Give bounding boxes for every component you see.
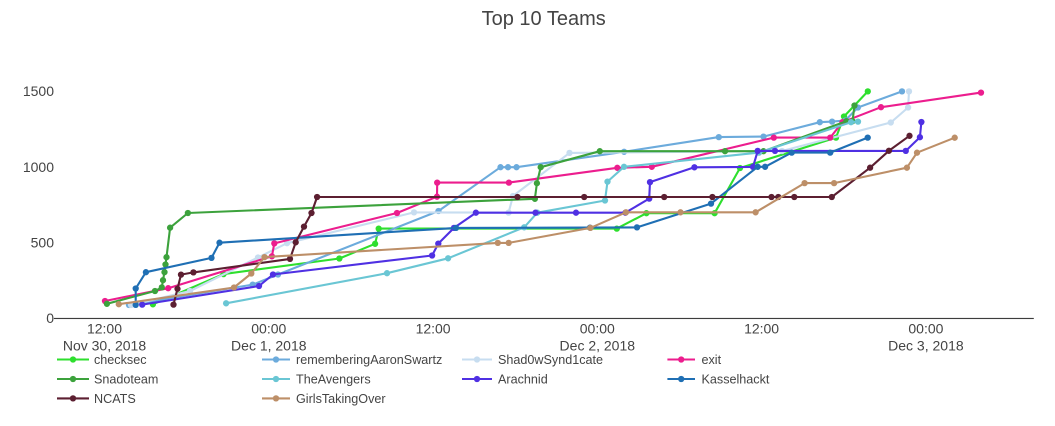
svg-text:Dec 1, 2018: Dec 1, 2018: [231, 337, 307, 353]
svg-text:Snadoteam: Snadoteam: [94, 373, 158, 387]
svg-text:Nov 30, 2018: Nov 30, 2018: [63, 337, 146, 353]
svg-text:12:00: 12:00: [744, 321, 779, 337]
svg-text:Shad0wSynd1cate: Shad0wSynd1cate: [498, 353, 603, 367]
svg-text:TheAvengers: TheAvengers: [296, 373, 371, 387]
svg-text:12:00: 12:00: [87, 321, 122, 337]
svg-text:500: 500: [31, 235, 55, 251]
svg-text:Top 10 Teams: Top 10 Teams: [482, 8, 606, 30]
svg-text:GirlsTakingOver: GirlsTakingOver: [296, 392, 386, 406]
svg-text:00:00: 00:00: [580, 321, 615, 337]
svg-text:Dec 2, 2018: Dec 2, 2018: [560, 337, 636, 353]
svg-text:Arachnid: Arachnid: [498, 373, 548, 387]
svg-text:00:00: 00:00: [908, 321, 943, 337]
svg-text:Kasselhackt: Kasselhackt: [702, 373, 770, 387]
svg-text:rememberingAaronSwartz: rememberingAaronSwartz: [296, 353, 442, 367]
svg-text:checksec: checksec: [94, 353, 147, 367]
svg-text:00:00: 00:00: [251, 321, 286, 337]
svg-text:NCATS: NCATS: [94, 392, 136, 406]
svg-text:12:00: 12:00: [416, 321, 451, 337]
svg-text:1500: 1500: [23, 83, 54, 99]
svg-text:0: 0: [46, 310, 54, 326]
svg-text:Dec 3, 2018: Dec 3, 2018: [888, 337, 964, 353]
svg-text:exit: exit: [702, 353, 722, 367]
svg-text:1000: 1000: [23, 159, 54, 175]
